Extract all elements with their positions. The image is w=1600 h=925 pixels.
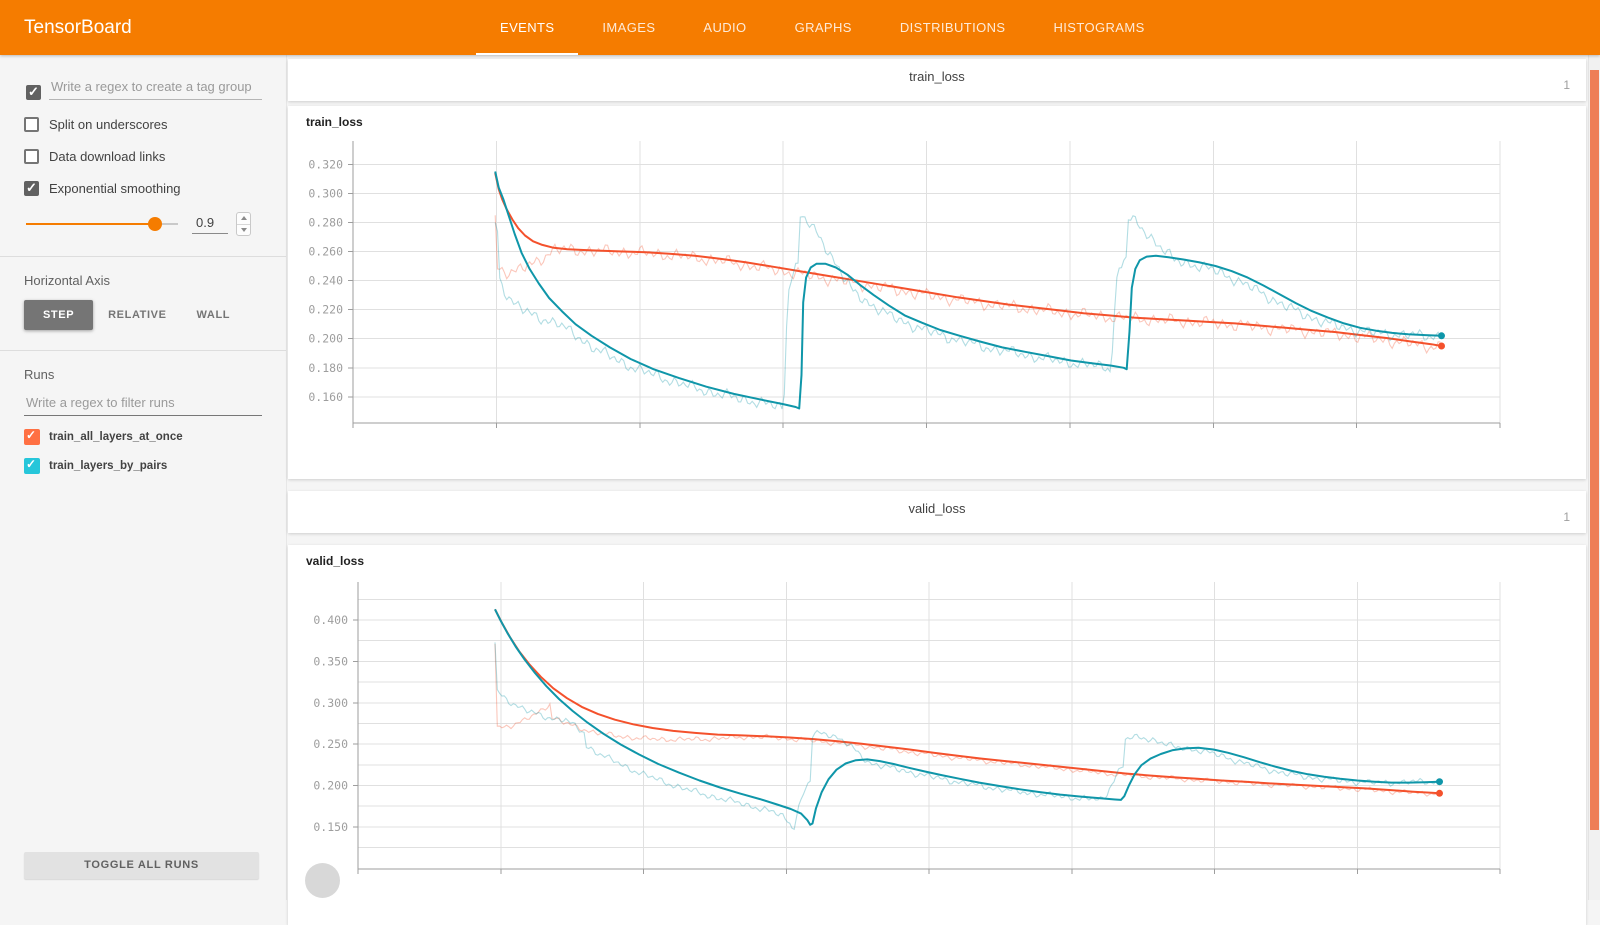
slider-fill [26,223,156,225]
chart-overflow-button[interactable] [305,863,340,898]
check-icon: ✓ [26,180,37,195]
data-download-checkbox[interactable] [24,149,39,164]
divider [0,256,286,257]
chart-title: valid_loss [306,554,365,568]
train-loss-card: train_loss 0.320 0.300 0.280 0.260 0.240 0.22… [288,106,1586,479]
svg-text:0.160: 0.160 [308,390,343,404]
train_layers_by_pairs-endpoint-dot [1438,332,1445,340]
train_layers_by_pairs-raw-line [494,642,1439,831]
smoothing-slider[interactable] [26,217,178,231]
sidebar: ✓ Split on underscores Data download lin… [0,55,287,900]
svg-text:0.300: 0.300 [308,186,343,200]
svg-text:0.400: 0.400 [313,613,348,627]
stepper-down-button[interactable] [237,223,250,236]
svg-text:0.260: 0.260 [308,245,343,259]
tag-group-regex-input[interactable] [49,79,262,100]
train_layers_by_pairs-endpoint-dot [1436,778,1443,786]
train_layers_by_pairs-smoothed-line [494,171,1442,410]
nav-tabs: EVENTS IMAGES AUDIO GRAPHS DISTRIBUTIONS… [476,0,1169,55]
valid-loss-card: valid_loss 0.400 0.350 0.300 0.250 0.200 0.15… [288,545,1586,925]
axis-step-button[interactable]: STEP [24,300,94,330]
train-loss-chart[interactable]: 0.320 0.300 0.280 0.260 0.240 0.220 0.200 0.180… [288,106,1586,479]
svg-text:0.180: 0.180 [308,361,343,375]
svg-text:0.150: 0.150 [313,820,348,834]
svg-text:0.250: 0.250 [313,737,348,751]
divider [0,350,286,351]
svg-text:0.220: 0.220 [308,303,343,317]
runs-filter-input[interactable] [24,395,262,416]
train_all_layers_at_once-raw-line [494,643,1439,797]
section-count-badge: 1 [1563,78,1570,92]
runs-heading: Runs [24,367,55,382]
chart-title: train_loss [306,115,363,129]
train_all_layers_at_once-endpoint-dot [1436,789,1443,797]
section-header-valid-loss[interactable]: valid_loss 1 [288,491,1586,533]
train_all_layers_at_once-endpoint-dot [1438,342,1445,350]
vertical-scrollbar[interactable] [1588,55,1600,900]
svg-text:0.300: 0.300 [313,696,348,710]
train_all_layers_at_once-raw-line [494,215,1441,355]
svg-text:0.200: 0.200 [308,332,343,346]
run-label[interactable]: train_all_layers_at_once [49,431,183,443]
main-content: train_loss 1 train_loss 0.320 0.300 0.280 0… [288,55,1586,925]
stepper-up-button[interactable] [237,213,250,224]
app-title: TensorBoard [24,17,132,38]
tab-audio[interactable]: AUDIO [703,20,747,35]
section-title: valid_loss [908,501,966,516]
train_all_layers_at_once-smoothed-line [494,172,1442,347]
svg-text:0.240: 0.240 [308,274,343,288]
valid-loss-chart[interactable]: 0.400 0.350 0.300 0.250 0.200 0.150 [288,545,1586,925]
toggle-all-runs-button[interactable]: TOGGLE ALL RUNS [24,852,259,879]
split-underscores-label: Split on underscores [49,117,168,132]
check-icon: ✓ [28,84,39,99]
section-header-train-loss[interactable]: train_loss 1 [288,59,1586,101]
check-icon: ✓ [26,428,37,442]
svg-text:0.350: 0.350 [313,654,348,668]
tab-histograms[interactable]: HISTOGRAMS [1053,20,1145,35]
train_layers_by_pairs-smoothed-line [494,608,1440,826]
run-label[interactable]: train_layers_by_pairs [49,460,168,472]
check-icon: ✓ [26,457,37,471]
chevron-up-icon [240,216,247,221]
axis-relative-button[interactable]: RELATIVE [108,309,167,321]
svg-text:0.320: 0.320 [308,157,343,171]
svg-text:0.280: 0.280 [308,215,343,229]
chevron-down-icon [240,227,247,232]
tab-graphs[interactable]: GRAPHS [794,20,852,35]
smoothing-stepper[interactable] [236,212,251,236]
slider-thumb[interactable] [148,217,163,231]
tag-group-checkbox[interactable]: ✓ [26,84,41,100]
tab-distributions[interactable]: DISTRIBUTIONS [899,20,1006,35]
smoothing-value[interactable]: 0.9 [192,215,228,234]
app-header: TensorBoard EVENTS IMAGES AUDIO GRAPHS D… [0,0,1600,55]
split-underscores-checkbox[interactable] [24,117,39,132]
run-checkbox-train-all-layers[interactable]: ✓ [24,428,40,445]
tab-images[interactable]: IMAGES [602,20,656,35]
tab-events[interactable]: EVENTS [476,0,579,55]
section-title: train_loss [909,69,965,84]
train_layers_by_pairs-raw-line [494,215,1441,410]
axis-wall-button[interactable]: WALL [196,309,231,321]
svg-text:0.200: 0.200 [313,779,348,793]
train_all_layers_at_once-smoothed-line [494,608,1440,795]
smoothing-label: Exponential smoothing [49,181,181,196]
horizontal-axis-heading: Horizontal Axis [24,273,110,288]
run-checkbox-train-layers-by-pairs[interactable]: ✓ [24,457,40,474]
section-count-badge: 1 [1563,510,1570,524]
smoothing-checkbox[interactable]: ✓ [24,180,39,196]
data-download-label: Data download links [49,149,166,164]
scrollbar-thumb[interactable] [1590,70,1599,830]
